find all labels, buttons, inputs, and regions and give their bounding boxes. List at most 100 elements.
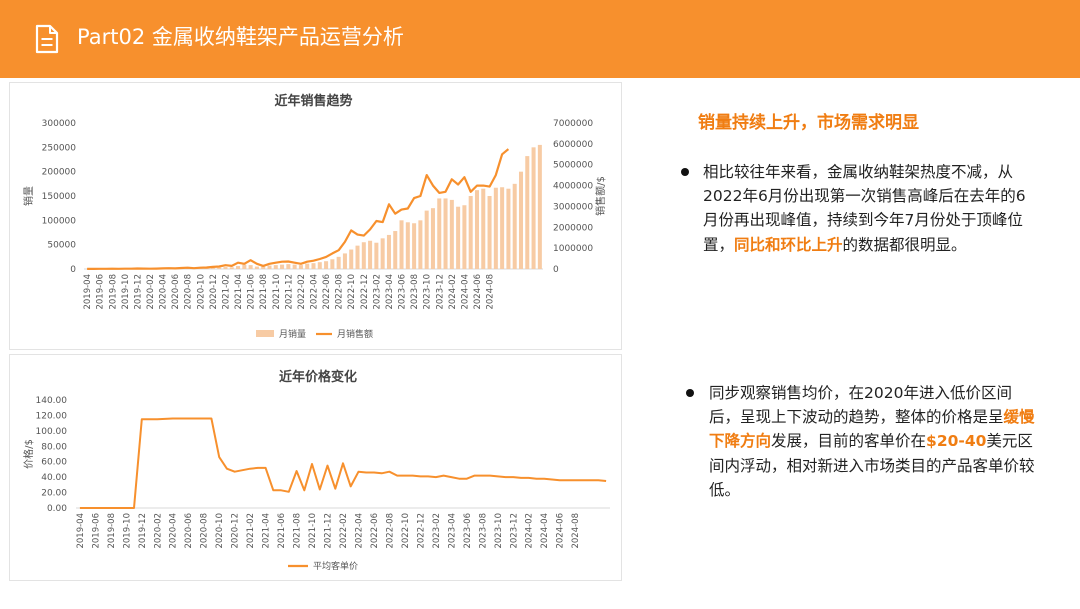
y2-tick-label: 5000000 <box>553 161 593 171</box>
sales-volume-bar <box>324 261 329 269</box>
x-tick-label: 2023-10 <box>423 274 433 310</box>
x-tick-label: 2024-04 <box>540 513 550 549</box>
x-tick-label: 2021-04 <box>234 274 244 310</box>
sales-volume-bar <box>518 171 524 269</box>
sales-volume-bar <box>512 183 517 269</box>
x-tick-label: 2020-06 <box>184 513 194 549</box>
x-tick-label: 2023-08 <box>410 274 420 310</box>
y-tick-label: 150000 <box>42 192 77 202</box>
chart-title: 近年销售趋势 <box>274 93 352 109</box>
price-trend-chart: 近年价格变化 140.00 120.00 100.00 80.00 60.00 40.00 2… <box>22 369 610 572</box>
sales-volume-bar <box>330 259 335 269</box>
sales-volume-bar <box>537 144 542 269</box>
x-tick-label: 2019-04 <box>83 274 93 310</box>
sales-volume-bar <box>500 187 505 269</box>
x-tick-label: 2023-12 <box>435 274 445 310</box>
sales-volume-bar <box>217 267 222 269</box>
x-tick-label: 2022-12 <box>416 513 426 549</box>
x-tick-label: 2023-10 <box>494 513 504 549</box>
sales-volume-bar <box>386 234 391 269</box>
para2-text-b: 发展，目前的客单价在 <box>771 432 927 451</box>
y-tick-label: 300000 <box>42 119 77 129</box>
legend-label-line: 月销售额 <box>337 328 373 340</box>
document-icon <box>35 24 59 54</box>
x-tick-label: 2022-08 <box>385 513 395 549</box>
x-tick-label: 2020-02 <box>146 274 156 310</box>
para1-text-a: 相比较往年来看，金属收纳鞋架热度不减，从2022年6月份出现第一次销售高峰后在去… <box>703 163 1026 254</box>
y-tick-label: 0 <box>70 265 76 275</box>
sales-volume-bar <box>298 265 303 269</box>
x-tick-label: 2021-06 <box>247 274 257 310</box>
x-tick-label: 2024-02 <box>448 274 458 310</box>
x-tick-label: 2022-02 <box>339 513 349 549</box>
x-tick-label: 2020-08 <box>200 513 210 549</box>
y2-tick-label: 6000000 <box>553 140 593 150</box>
sales-volume-bar <box>336 256 341 269</box>
x-tick-label: 2019-10 <box>121 274 131 310</box>
page-title: Part02 金属收纳鞋架产品运营分析 <box>77 25 404 49</box>
sales-volume-bar <box>405 222 410 269</box>
legend-label-line: 平均客单价 <box>313 560 358 572</box>
sales-volume-bar <box>531 147 536 269</box>
sales-volume-bar <box>355 245 360 269</box>
x-tick-label: 2023-04 <box>447 513 457 549</box>
y-tick-label: 250000 <box>42 143 77 153</box>
y-tick-label: 40.00 <box>41 473 67 483</box>
sales-volume-bar <box>493 187 498 269</box>
sales-trend-chart: 近年销售趋势 300000 250000 200000 150000 100000 5000… <box>22 93 607 340</box>
x-tick-label: 2022-06 <box>370 513 380 549</box>
sales-volume-bar <box>305 263 310 269</box>
x-tick-label: 2019-06 <box>96 274 106 310</box>
x-tick-label: 2023-06 <box>463 513 473 549</box>
x-tick-label: 2021-08 <box>293 513 303 549</box>
y2-tick-label: 0 <box>553 265 559 275</box>
sales-volume-bar <box>468 196 473 269</box>
para2-highlight-trend: 缓慢下降方向 <box>709 408 1035 451</box>
x-tick-label: 2024-04 <box>460 274 470 310</box>
x-tick-label: 2021-06 <box>277 513 287 549</box>
sales-volume-bar <box>286 264 291 269</box>
y2-tick-label: 4000000 <box>553 182 593 192</box>
x-tick-label: 2019-12 <box>133 274 143 310</box>
sales-volume-bar <box>273 265 278 269</box>
sales-volume-bar <box>242 264 247 269</box>
chart-title: 近年价格变化 <box>279 369 357 385</box>
x-tick-label: 2022-06 <box>322 274 332 310</box>
y-axis-label: 价格/$ <box>22 439 35 469</box>
sales-volume-bar <box>449 199 454 269</box>
sales-volume-bar <box>481 188 486 269</box>
sales-volume-bar <box>261 266 266 269</box>
x-tick-label: 2021-10 <box>272 274 282 310</box>
x-tick-label: 2020-02 <box>153 513 163 549</box>
y-tick-label: 120.00 <box>36 411 68 421</box>
x-tick-label: 2021-12 <box>324 513 334 549</box>
y-axis-label: 销量 <box>22 186 35 206</box>
x-tick-label: 2021-02 <box>246 513 256 549</box>
y-tick-label: 50000 <box>47 241 76 251</box>
x-tick-label: 2023-02 <box>432 513 442 549</box>
sales-volume-bar <box>374 242 379 269</box>
x-tick-label: 2023-12 <box>509 513 519 549</box>
x-tick-label: 2020-06 <box>171 274 181 310</box>
sales-volume-bar <box>418 220 423 269</box>
sales-volume-bar <box>311 263 316 269</box>
sales-volume-bar <box>474 190 479 269</box>
sales-volume-bar <box>223 267 228 269</box>
y-tick-label: 140.00 <box>36 396 68 406</box>
y2-tick-label: 3000000 <box>553 202 593 212</box>
x-tick-label: 2020-12 <box>209 274 219 310</box>
legend-label-bar: 月销量 <box>279 328 306 340</box>
insight-paragraph-sales: 相比较往年来看，金属收纳鞋架热度不减，从2022年6月份出现第一次销售高峰后在去… <box>703 160 1033 257</box>
sales-volume-bar <box>437 198 442 269</box>
y-tick-label: 100.00 <box>36 427 68 437</box>
y2-axis-label: 销售额/$ <box>594 176 607 216</box>
sales-volume-bar <box>342 253 347 269</box>
para1-text-b: 的数据都很明显。 <box>842 235 967 254</box>
x-tick-label: 2023-08 <box>478 513 488 549</box>
y-tick-label: 60.00 <box>41 458 67 468</box>
x-tick-label: 2020-10 <box>215 513 225 549</box>
sales-volume-bar <box>210 267 215 269</box>
x-tick-label: 2020-12 <box>231 513 241 549</box>
x-tick-label: 2022-02 <box>297 274 307 310</box>
para1-highlight: 同比和环比上升 <box>734 235 843 254</box>
